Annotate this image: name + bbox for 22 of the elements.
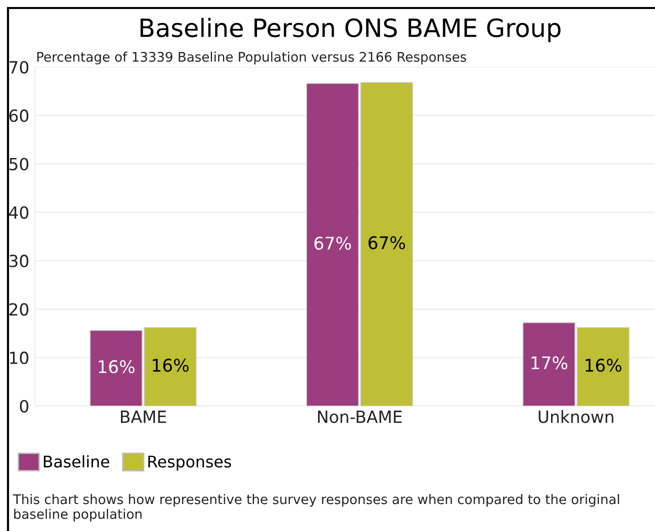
chart-subtitle: Percentage of 13339 Baseline Population versus 2166 Responses: [37, 52, 466, 64]
y-tick-label: 60: [9, 109, 28, 122]
data-label: 16%: [586, 358, 622, 372]
x-tick-label: BAME: [120, 410, 166, 423]
legend-label: Responses: [148, 456, 232, 471]
y-tick-label: 70: [10, 60, 28, 74]
data-label: 17%: [532, 356, 568, 370]
x-tick-label: Unknown: [538, 410, 614, 424]
y-tick-label: 50: [10, 158, 28, 170]
y-tick-label: 0: [20, 400, 28, 413]
x-tick-label: Non-BAME: [318, 410, 402, 424]
chart-title: Baseline Person ONS BAME Group: [140, 18, 560, 42]
y-tick-label: 30: [10, 254, 28, 268]
data-label: 67%: [368, 236, 405, 250]
y-tick-label: 40: [9, 206, 28, 219]
y-tick-label: 20: [9, 303, 28, 316]
text: This chart shows how representive the survey responses are when compared to the original baseline population: [12, 494, 620, 522]
data-label: 16%: [98, 360, 134, 374]
data-label: 67%: [314, 236, 351, 250]
legend-label: Baseline: [44, 455, 110, 468]
y-tick-label: 10: [10, 352, 28, 364]
data-label: 16%: [152, 358, 189, 372]
